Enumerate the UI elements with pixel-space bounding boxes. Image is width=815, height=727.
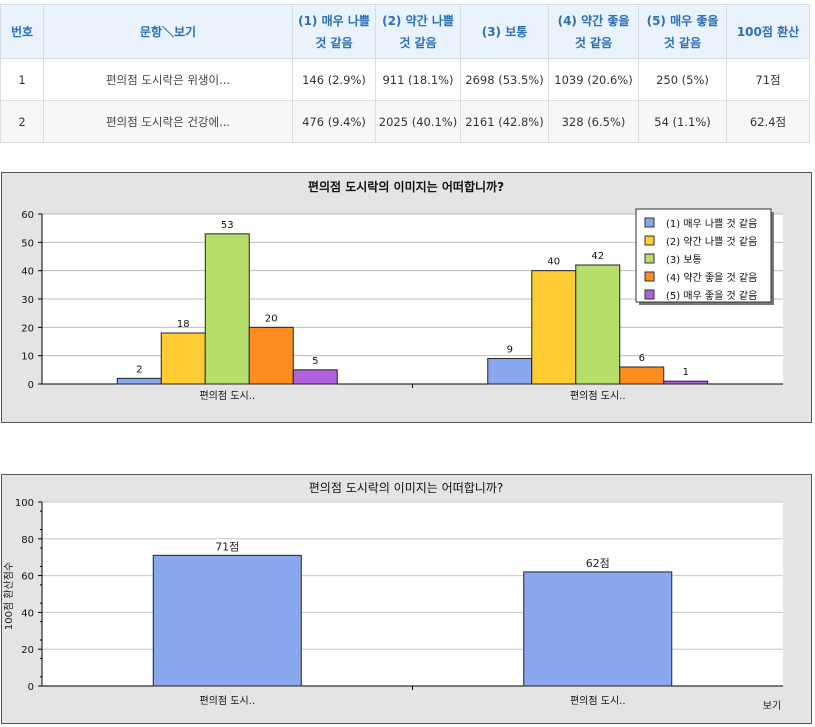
chart1-legend-swatch: [644, 253, 655, 264]
chart1-ytick-label: 60: [21, 210, 34, 221]
chart1-data-label: 1: [683, 367, 689, 378]
chart1-data-label: 9: [507, 345, 513, 356]
cell-option-4: 1039 (20.6%): [548, 58, 639, 101]
chart2-ytick-label: 20: [21, 645, 34, 656]
chart2-data-label: 62점: [586, 557, 610, 570]
header-number: 번호: [0, 4, 44, 59]
header-question: 문항＼보기: [43, 4, 293, 59]
cell-option-4: 328 (6.5%): [548, 100, 639, 143]
chart1-legend-swatch: [644, 235, 655, 246]
cell-score: 62.4점: [726, 100, 810, 143]
chart2-ytick-label: 80: [21, 535, 34, 546]
distribution-chart-svg: 편의점 도시락의 이미지는 어떠합니까? 0 10 20 30 40 50 60 편의점 도시…: [21, 179, 783, 402]
cell-question: 편의점 도시락은 위생이...: [43, 58, 293, 101]
chart1-data-label: 6: [639, 353, 645, 364]
chart1-data-label: 18: [177, 319, 190, 330]
chart1-legend-label: (2) 약간 나쁠 것 같음: [666, 236, 757, 248]
chart1-ytick-label: 20: [21, 323, 34, 334]
chart1-legend-swatch: [644, 217, 655, 228]
chart2-data-label: 71점: [215, 540, 239, 553]
cell-option-2: 2025 (40.1%): [375, 100, 461, 143]
chart1-data-label: 40: [547, 257, 560, 268]
score-chart-svg: 편의점 도시락의 이미지는 어떠합니까? 100점 환산점수 보기 0 20 40 6…: [3, 481, 783, 712]
chart1-title: 편의점 도시락의 이미지는 어떠합니까?: [308, 179, 504, 194]
cell-option-2: 911 (18.1%): [375, 58, 461, 101]
chart2-category-label: 편의점 도시..: [199, 695, 255, 707]
table-row: 2 편의점 도시락은 건강에... 476 (9.4%) 2025 (40.1%…: [0, 100, 810, 143]
chart1-bar: [160, 332, 206, 385]
chart1-ytick-label: 0: [28, 380, 34, 391]
chart2-ytick-label: 100: [15, 498, 34, 509]
chart2-category-label: 편의점 도시..: [570, 695, 626, 707]
header-option-3: (3) 보통: [460, 4, 549, 59]
chart1-category-label: 편의점 도시..: [199, 390, 255, 402]
chart1-bar: [116, 377, 162, 385]
chart1-bar: [292, 369, 338, 385]
chart1-bar: [663, 380, 709, 385]
chart1-bar: [619, 366, 665, 385]
chart1-data-label: 53: [221, 220, 234, 231]
chart1-bar: [248, 326, 294, 385]
chart2-ytick-label: 40: [21, 608, 34, 619]
chart2-bar: [152, 554, 302, 687]
chart1-bar: [531, 270, 577, 385]
cell-score: 71점: [726, 58, 810, 101]
table-row: 1 편의점 도시락은 위생이... 146 (2.9%) 911 (18.1%)…: [0, 58, 810, 101]
score-chart: 편의점 도시락의 이미지는 어떠합니까? 100점 환산점수 보기 0 20 40 6…: [1, 474, 812, 724]
cell-option-3: 2161 (42.8%): [460, 100, 549, 143]
chart1-legend: [635, 208, 772, 303]
chart2-bar: [523, 571, 673, 687]
chart1-legend-swatch: [644, 271, 655, 282]
chart1-bar: [575, 264, 621, 385]
chart2-ytick-label: 0: [28, 682, 34, 693]
cell-option-1: 476 (9.4%): [292, 100, 376, 143]
header-option-5: (5) 매우 좋을 것 같음: [638, 4, 727, 59]
cell-option-5: 250 (5%): [638, 58, 727, 101]
chart2-ytick-label: 60: [21, 572, 34, 583]
chart1-bar: [487, 358, 533, 385]
chart1-legend-label: (5) 매우 좋을 것 같음: [666, 290, 757, 302]
chart1-legend-label: (3) 보통: [666, 254, 702, 266]
cell-number: 1: [0, 58, 44, 101]
distribution-chart: 편의점 도시락의 이미지는 어떠합니까? 0 10 20 30 40 50 60 편의점 도시…: [1, 172, 812, 423]
chart1-category-label: 편의점 도시..: [570, 390, 626, 402]
chart1-data-label: 20: [265, 313, 278, 324]
chart1-ytick-label: 30: [21, 295, 34, 306]
chart1-legend-swatch: [644, 289, 655, 300]
chart1-ytick-label: 10: [21, 352, 34, 363]
chart1-ytick-label: 40: [21, 267, 34, 278]
chart1-data-label: 5: [312, 356, 318, 367]
chart1-legend-label: (4) 약간 좋을 것 같음: [666, 272, 757, 284]
chart2-xlabel: 보기: [763, 700, 781, 712]
header-option-2: (2) 약간 나쁠 것 같음: [375, 4, 461, 59]
header-option-1: (1) 매우 나쁠 것 같음: [292, 4, 376, 59]
chart1-data-label: 42: [591, 251, 604, 262]
header-score: 100점 환산: [726, 4, 810, 59]
cell-number: 2: [0, 100, 44, 143]
cell-option-3: 2698 (53.5%): [460, 58, 549, 101]
table-header-row: 번호 문항＼보기 (1) 매우 나쁠 것 같음 (2) 약간 나쁠 것 같음 (…: [0, 4, 810, 59]
chart1-bar: [204, 233, 250, 385]
cell-option-1: 146 (2.9%): [292, 58, 376, 101]
chart1-data-label: 2: [136, 364, 142, 375]
results-table: 번호 문항＼보기 (1) 매우 나쁠 것 같음 (2) 약간 나쁠 것 같음 (…: [0, 4, 810, 143]
chart2-ylabel: 100점 환산점수: [3, 562, 15, 630]
chart1-legend-label: (1) 매우 나쁠 것 같음: [666, 218, 757, 230]
chart2-title: 편의점 도시락의 이미지는 어떠합니까?: [309, 481, 503, 495]
header-option-4: (4) 약간 좋을 것 같음: [548, 4, 639, 59]
chart1-ytick-label: 50: [21, 238, 34, 249]
cell-question: 편의점 도시락은 건강에...: [43, 100, 293, 143]
cell-option-5: 54 (1.1%): [638, 100, 727, 143]
